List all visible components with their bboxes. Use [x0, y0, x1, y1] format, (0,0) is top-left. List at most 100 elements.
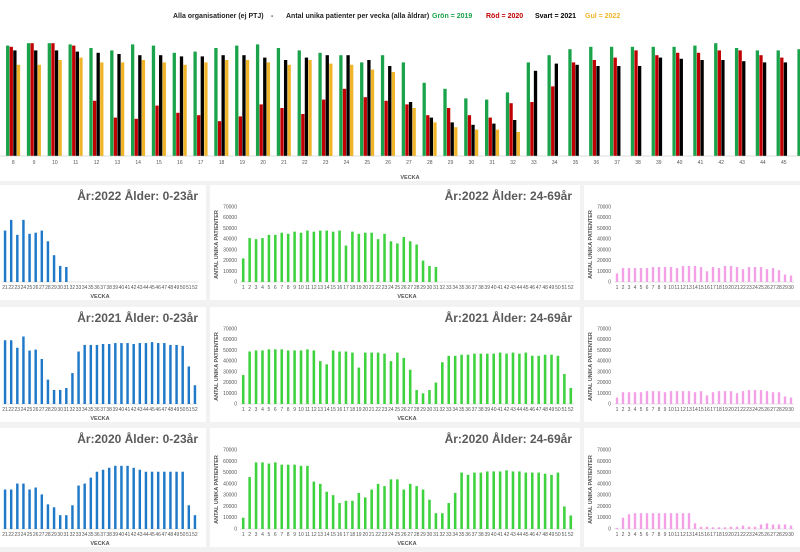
x-tick-label: 31 [64, 532, 70, 538]
bar-week-49 [550, 354, 553, 404]
bar-week-52 [193, 515, 197, 529]
bar-week-27 [40, 230, 44, 282]
bar-röd-w17 [197, 115, 201, 156]
bar-week-1 [615, 397, 619, 404]
x-tick-label: 48 [168, 285, 174, 291]
bar-gul-w10 [58, 60, 62, 156]
x-tick-label: 39 [485, 532, 491, 538]
x-tick-label: 7 [280, 407, 283, 413]
x-tick-label: 30 [57, 407, 63, 413]
x-tick-label: 49 [549, 407, 555, 413]
x-tick-label: 28 [776, 285, 782, 291]
x-tick-label: 24 [21, 532, 27, 538]
bar-week-23 [747, 526, 751, 529]
x-tick-label: 11 [73, 160, 78, 166]
x-tick-label: 52 [568, 532, 574, 538]
x-tick-label: 24 [388, 407, 394, 413]
x-tick-label: 29 [51, 285, 57, 291]
bar-svart-w18 [221, 55, 225, 157]
x-tick-label: 3 [628, 532, 631, 538]
bar-week-28 [415, 390, 418, 404]
x-tick-label: 8 [287, 407, 290, 413]
x-tick-label: 9 [293, 532, 296, 538]
bar-week-25 [28, 233, 31, 282]
bar-week-2 [621, 517, 625, 529]
bar-week-28 [46, 504, 50, 529]
bar-week-12 [312, 481, 316, 529]
x-tick-label: 27 [406, 160, 412, 166]
bar-week-9 [293, 231, 296, 282]
x-tick-label: 39 [485, 285, 491, 291]
bar-week-36 [466, 354, 470, 404]
panel-title: År:2021 Ålder: 24-69år [445, 310, 573, 325]
bar-week-10 [669, 267, 673, 282]
bar-grön-w43 [734, 48, 739, 156]
bar-week-33 [447, 355, 451, 404]
x-tick-label: 40 [119, 407, 125, 413]
x-tick-label: 35 [88, 285, 94, 291]
x-tick-label: 34 [82, 285, 88, 291]
x-tick-label: 33 [76, 532, 82, 538]
x-tick-label: 20 [728, 532, 734, 538]
bar-week-21 [370, 489, 373, 529]
bar-week-13 [687, 513, 691, 529]
bar-week-21 [370, 352, 373, 404]
bar-week-21 [735, 526, 739, 529]
bar-week-19 [357, 233, 361, 282]
x-tick-label: 14 [324, 285, 330, 291]
bar-week-40 [492, 471, 495, 529]
bar-svart-w25 [367, 60, 371, 156]
x-tick-label: 23 [15, 285, 21, 291]
bar-svart-w38 [637, 66, 642, 156]
x-tick-label: 34 [552, 160, 558, 166]
bar-week-25 [759, 524, 763, 529]
bar-week-8 [657, 391, 661, 404]
bar-week-14 [693, 523, 697, 529]
x-tick-label: 1 [616, 532, 619, 538]
x-tick-label: 26 [764, 407, 770, 413]
bar-week-24 [389, 479, 393, 529]
x-tick-label: 1 [242, 285, 245, 291]
y-tick-label: 20000 [597, 380, 611, 386]
bar-week-45 [524, 472, 528, 529]
x-tick-label: 18 [716, 285, 722, 291]
x-tick-label: 16 [337, 532, 343, 538]
x-tick-label: 15 [156, 160, 162, 166]
bar-gul-w26 [391, 72, 395, 156]
bar-grön-w20 [255, 44, 260, 156]
x-tick-label: 33 [76, 407, 82, 413]
y-axis-label: ANTAL UNIKA PATIENTER [214, 455, 220, 524]
y-tick-label: 40000 [223, 237, 237, 243]
y-tick-label: 70000 [223, 448, 237, 454]
bar-week-30 [428, 265, 431, 282]
panel-2020-0-23: År:2020 Ålder: 0-23år 21 22 23 24 25 26 27 28 29 3… [0, 428, 206, 547]
bar-week-25 [28, 350, 31, 404]
bar-röd-w11 [72, 45, 76, 156]
x-tick-label: 26 [764, 285, 770, 291]
x-tick-label: 24 [752, 407, 758, 413]
y-tick-label: 50000 [223, 226, 237, 232]
bar-week-11 [306, 230, 309, 282]
x-tick-label: 23 [15, 407, 21, 413]
bar-week-22 [741, 525, 745, 529]
x-tick-label: 21 [2, 532, 8, 538]
x-tick-label: 16 [337, 407, 343, 413]
x-tick-label: 32 [70, 532, 76, 538]
bar-week-16 [338, 351, 341, 404]
x-tick-label: 44 [517, 285, 523, 291]
bar-week-18 [717, 391, 721, 404]
bar-week-14 [693, 265, 697, 282]
x-tick-label: 6 [646, 407, 649, 413]
x-tick-label: 47 [536, 532, 542, 538]
x-tick-label: 17 [343, 285, 349, 291]
x-tick-label: 51 [562, 532, 568, 538]
bar-week-17 [711, 527, 715, 529]
bar-week-46 [156, 471, 160, 529]
x-tick-label: 25 [27, 407, 33, 413]
bar-röd-w34 [551, 86, 555, 156]
bar-week-12 [681, 265, 685, 282]
x-tick-label: 16 [704, 285, 710, 291]
x-tick-label: 35 [459, 407, 465, 413]
x-tick-label: 3 [628, 407, 631, 413]
